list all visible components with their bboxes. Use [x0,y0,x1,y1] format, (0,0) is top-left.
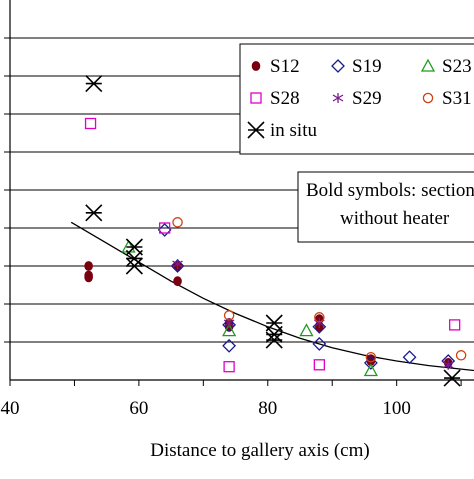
point-s31 [172,217,183,228]
marker-shape [84,261,93,271]
point-s28 [84,117,97,130]
marker-shape [223,310,235,321]
marker-shape [84,272,93,283]
point-s29 [442,359,454,370]
point-s31 [455,350,467,361]
marker-shape [250,92,262,104]
point-s28 [223,361,235,373]
marker-shape [449,319,461,331]
marker-shape [443,369,461,387]
marker-shape [422,92,434,104]
marker-shape [251,61,261,71]
legend-marker-s19 [331,59,345,73]
legend-label: S19 [352,56,382,77]
point-s29 [172,259,183,270]
marker-shape [222,338,237,353]
marker-shape [247,121,265,139]
marker-shape [172,259,183,270]
point-s23 [363,363,378,377]
marker-shape [172,217,183,228]
point-in-situ [125,249,143,267]
marker-shape [159,222,171,234]
legend-entries: S12 S19 S23 S28 S29 S31 in situ [247,56,472,141]
axes [4,0,474,386]
marker-shape [299,323,314,337]
marker-shape [85,75,103,93]
marker-shape [363,355,378,370]
marker-shape [332,93,344,103]
marker-shape [173,276,182,287]
marker-shape [125,257,143,275]
marker-shape [85,204,103,222]
data-points [84,75,467,387]
legend-label: in situ [270,120,317,141]
marker-shape [223,361,235,373]
x-tick-label: 40 [1,398,20,419]
legend-label: S28 [270,88,300,109]
marker-shape [125,249,143,267]
point-s28 [313,359,325,371]
marker-shape [442,359,454,370]
point-in-situ [265,331,283,349]
annotation: Bold symbols: section without heater [297,171,474,243]
point-in-situ [125,257,143,275]
legend-box [239,43,474,155]
point-s19 [170,259,185,273]
annotation-line-1: Bold symbols: section [306,180,474,201]
point-s31 [365,351,377,363]
marker-shape [313,359,325,371]
point-in-situ [443,369,461,387]
point-s19 [157,222,172,237]
point-s23 [222,323,237,337]
point-s19 [222,317,237,332]
legend-marker-s31 [422,92,434,104]
marker-shape [314,312,325,323]
legend-marker-in-situ [247,121,265,139]
point-s23 [299,323,314,337]
marker-shape [170,259,185,273]
legend-marker-s28 [250,92,262,104]
point-s12 [84,272,93,283]
marker-shape [365,351,377,363]
marker-shape [222,323,237,337]
marker-shape [455,350,467,361]
point-s19 [312,336,327,351]
point-s31 [314,312,325,323]
marker-shape [84,117,97,130]
legend-label: S23 [442,56,472,77]
legend: S12 S19 S23 S28 S29 S31 in situ [239,43,474,155]
marker-shape [312,336,327,351]
legend-marker-s23 [420,58,436,72]
x-axis-title: Distance to gallery axis (cm) [150,440,369,461]
legend-label: S31 [442,88,472,109]
legend-label: S12 [270,56,300,77]
x-tick-label: 60 [129,398,148,419]
x-tick-label: 100 [382,398,411,419]
annotation-box [297,171,474,243]
legend-label: S29 [352,88,382,109]
point-s19 [222,338,237,353]
marker-shape [157,222,172,237]
point-in-situ [85,75,103,93]
marker-shape [363,363,378,377]
x-tick-label: 80 [258,398,277,419]
point-in-situ [85,204,103,222]
point-s19 [363,355,378,370]
point-s12 [84,261,93,271]
marker-shape [402,350,417,365]
marker-shape [265,331,283,349]
marker-shape [420,58,436,72]
x-tick-labels: 40 60 80 100 [1,398,411,419]
annotation-line-2: without heater [340,208,450,229]
marker-shape [331,59,345,73]
point-s31 [223,310,235,321]
point-s12 [173,276,182,287]
point-s19 [402,350,417,365]
marker-shape [222,317,237,332]
legend-marker-s29 [332,93,344,103]
point-s28 [159,222,171,234]
point-s28 [449,319,461,331]
legend-marker-s12 [251,61,261,71]
